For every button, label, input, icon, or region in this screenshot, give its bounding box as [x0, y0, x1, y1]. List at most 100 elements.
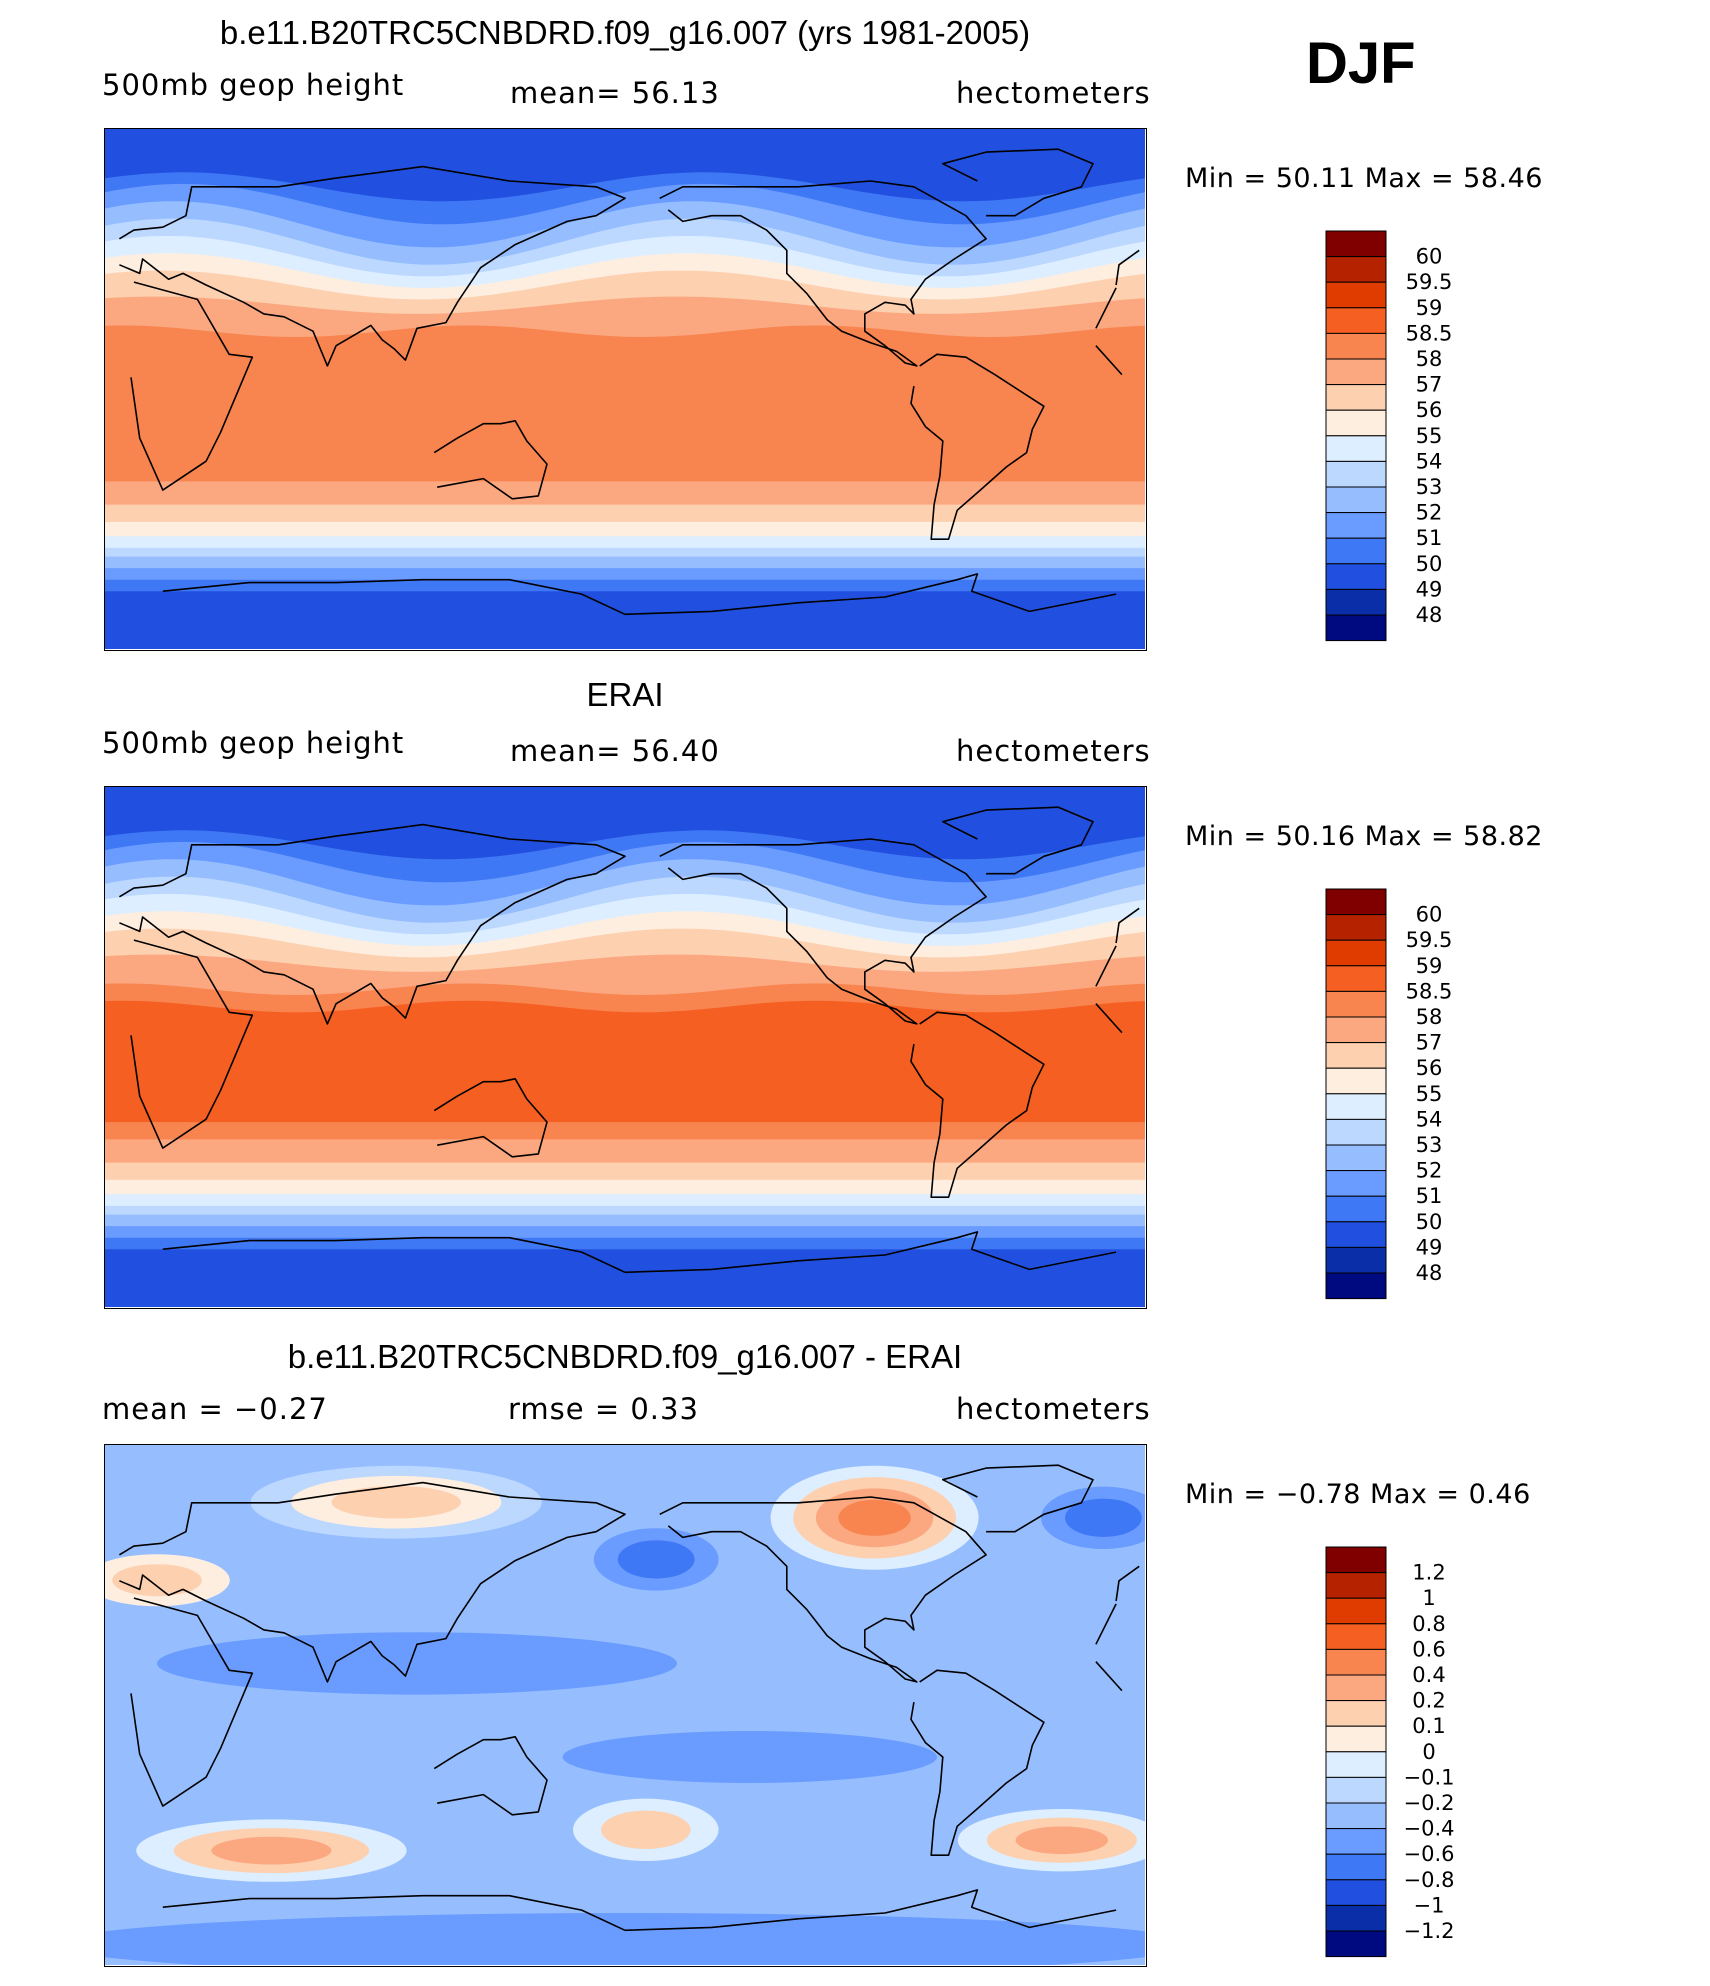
coastline — [942, 806, 1094, 875]
colorbar-tick-label: 0.1 — [1412, 1714, 1445, 1738]
anomaly-contour — [617, 1540, 695, 1579]
coastline — [659, 838, 987, 1025]
anomaly-contour — [105, 1913, 1145, 1965]
colorbar-swatch — [1325, 614, 1387, 642]
coastline — [433, 420, 548, 500]
colorbar-tick-label: 0.8 — [1412, 1612, 1445, 1636]
panel-2-units-label: hectometers — [956, 734, 1151, 768]
colorbar-tick-label: 59 — [1416, 954, 1443, 978]
panel-2-title: ERAI — [586, 676, 664, 713]
anomaly-contour — [562, 1731, 937, 1783]
colorbar-swatch — [1325, 1674, 1387, 1702]
contour-band — [105, 325, 1145, 482]
colorbar-swatch — [1325, 384, 1387, 411]
colorbar-swatch — [1325, 1546, 1387, 1574]
coastline — [130, 1597, 1123, 1807]
colorbar-tick-label: −0.4 — [1404, 1817, 1455, 1841]
season-label: DJF — [1306, 31, 1416, 96]
colorbar-swatch — [1325, 1170, 1387, 1197]
colorbar-swatch — [1325, 1016, 1387, 1044]
colorbar-swatch — [1325, 1597, 1387, 1625]
colorbar-swatch — [1325, 1930, 1387, 1958]
coastline — [118, 165, 1140, 367]
colorbar-tick-label: 53 — [1416, 475, 1443, 499]
colorbar-tick-label: 58.5 — [1406, 321, 1453, 345]
colorbar-swatch — [1325, 1648, 1387, 1676]
colorbar-swatch — [1325, 1904, 1387, 1932]
colorbar-tick-label: 51 — [1416, 1184, 1443, 1208]
anomaly-contour — [331, 1486, 461, 1519]
colorbar-swatch — [1325, 588, 1387, 616]
colorbar-tick-label: 56 — [1416, 1056, 1443, 1080]
colorbar-tick-label: −0.6 — [1404, 1842, 1455, 1866]
colorbar-tick-label: 59.5 — [1406, 928, 1453, 952]
colorbar-tick-label: 51 — [1416, 526, 1443, 550]
panel-1-minmax: Min = 50.11 Max = 58.46 — [1185, 163, 1543, 194]
anomaly-contour — [601, 1810, 691, 1849]
panel-2-colorbar: 60 59.5 59 58.5 58 57 56 55 54 53 52 51 50 49 48 — [1325, 888, 1525, 1307]
panel-2-minmax: Min = 50.16 Max = 58.82 — [1185, 821, 1543, 852]
colorbar-swatch — [1325, 358, 1387, 386]
coastline — [910, 1669, 1045, 1856]
anomaly-contour — [112, 1564, 202, 1597]
panel-3-title: b.e11.B20TRC5CNBDRD.f09_g16.007 - ERAI — [287, 1338, 963, 1375]
colorbar-tick-label: 57 — [1416, 1031, 1443, 1055]
colorbar-swatch — [1325, 1853, 1387, 1881]
colorbar-swatch — [1325, 914, 1387, 941]
colorbar-tick-label: 56 — [1416, 398, 1443, 422]
coastline — [910, 353, 1045, 540]
panel-1-variable-label: 500mb geop height — [102, 68, 405, 102]
colorbar-swatch — [1325, 512, 1387, 539]
colorbar-swatch — [1325, 1802, 1387, 1830]
colorbar-swatch — [1325, 435, 1387, 462]
anomaly-contour — [1015, 1826, 1109, 1855]
panel-3-map — [104, 1444, 1147, 1967]
colorbar-swatch — [1325, 990, 1387, 1018]
coastline — [130, 939, 1123, 1149]
colorbar-tick-label: −1 — [1414, 1893, 1445, 1917]
colorbar-tick-label: 58 — [1416, 1005, 1443, 1029]
coastline — [162, 1889, 1117, 1932]
colorbar-tick-label: 57 — [1416, 373, 1443, 397]
coastline — [162, 1231, 1117, 1274]
panel-3-minmax: Min = −0.78 Max = 0.46 — [1185, 1479, 1531, 1510]
colorbar-swatch — [1325, 1776, 1387, 1804]
colorbar-swatch — [1325, 1272, 1387, 1300]
colorbar-tick-label: −1.2 — [1404, 1919, 1455, 1943]
coastline — [162, 573, 1117, 616]
colorbar-swatch — [1325, 1221, 1387, 1248]
panel-3-rmse-label: rmse = 0.33 — [508, 1392, 699, 1426]
colorbar-swatch — [1325, 537, 1387, 565]
anomaly-contour — [838, 1499, 911, 1536]
colorbar-swatch — [1325, 1067, 1387, 1095]
colorbar-tick-label: 60 — [1416, 245, 1443, 269]
colorbar-swatch — [1325, 1623, 1387, 1650]
colorbar-tick-label: −0.2 — [1404, 1791, 1455, 1815]
colorbar-swatch — [1325, 1828, 1387, 1855]
colorbar-tick-label: 1 — [1422, 1586, 1435, 1610]
colorbar-tick-label: 48 — [1416, 1261, 1443, 1285]
anomaly-contour — [211, 1836, 332, 1865]
colorbar-tick-label: 55 — [1416, 1082, 1443, 1106]
colorbar-tick-label: 54 — [1416, 449, 1443, 473]
colorbar-tick-label: 58 — [1416, 347, 1443, 371]
colorbar-tick-label: 52 — [1416, 1159, 1443, 1183]
panel-1-mean-label: mean= 56.13 — [510, 76, 720, 110]
colorbar-swatch — [1325, 1879, 1387, 1906]
colorbar-swatch — [1325, 1572, 1387, 1599]
colorbar-swatch — [1325, 939, 1387, 967]
colorbar-swatch — [1325, 1246, 1387, 1274]
colorbar-swatch — [1325, 1042, 1387, 1069]
colorbar-tick-label: 1.2 — [1412, 1561, 1445, 1585]
panel-1-map — [104, 128, 1147, 651]
colorbar-tick-label: 50 — [1416, 1210, 1443, 1234]
anomaly-contour — [1065, 1498, 1142, 1537]
colorbar-tick-label: 50 — [1416, 552, 1443, 576]
colorbar-swatch — [1325, 486, 1387, 514]
panel-1-units-label: hectometers — [956, 76, 1151, 110]
panel-1-colorbar: 60 59.5 59 58.5 58 57 56 55 54 53 52 51 50 49 48 — [1325, 230, 1525, 649]
anomaly-contour — [157, 1632, 677, 1695]
colorbar-swatch — [1325, 965, 1387, 992]
coastline — [942, 148, 1094, 217]
coastline — [942, 1464, 1094, 1533]
